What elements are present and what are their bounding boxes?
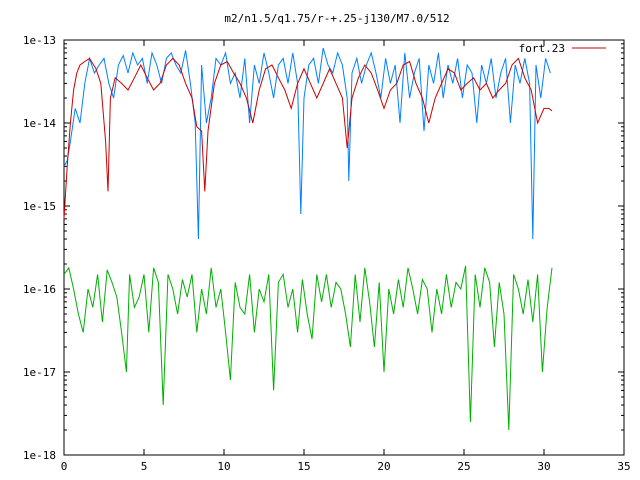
series-line-series-2 — [63, 265, 553, 431]
y-tick-label: 1e-15 — [23, 200, 56, 213]
series-line-fort-23 — [63, 57, 553, 219]
y-tick-label: 1e-13 — [23, 34, 56, 47]
x-tick-label: 20 — [377, 460, 390, 473]
legend-label-fort-23: fort.23 — [519, 42, 565, 55]
x-tick-label: 0 — [61, 460, 68, 473]
series-line-series-1 — [63, 47, 551, 240]
chart-title: m2/n1.5/q1.75/r-+.25-j130/M7.0/512 — [224, 12, 449, 25]
legend: fort.23 — [519, 42, 606, 55]
x-tick-label: 15 — [297, 460, 310, 473]
y-tick-label: 1e-14 — [23, 117, 56, 130]
x-tick-label: 25 — [457, 460, 470, 473]
x-tick-label: 30 — [537, 460, 550, 473]
plot-frame — [63, 39, 625, 456]
y-tick-label: 1e-16 — [23, 283, 56, 296]
y-tick-label: 1e-17 — [23, 366, 56, 379]
x-tick-label: 10 — [217, 460, 230, 473]
y-tick-label: 1e-18 — [23, 449, 56, 462]
x-tick-label: 5 — [141, 460, 148, 473]
axes-group: 0 5 10 15 20 25 30 35 1e-18 1e-17 1e-16 1e-15 1e-14 1… — [23, 34, 631, 473]
series-layer — [63, 47, 553, 431]
x-tick-label: 35 — [617, 460, 630, 473]
